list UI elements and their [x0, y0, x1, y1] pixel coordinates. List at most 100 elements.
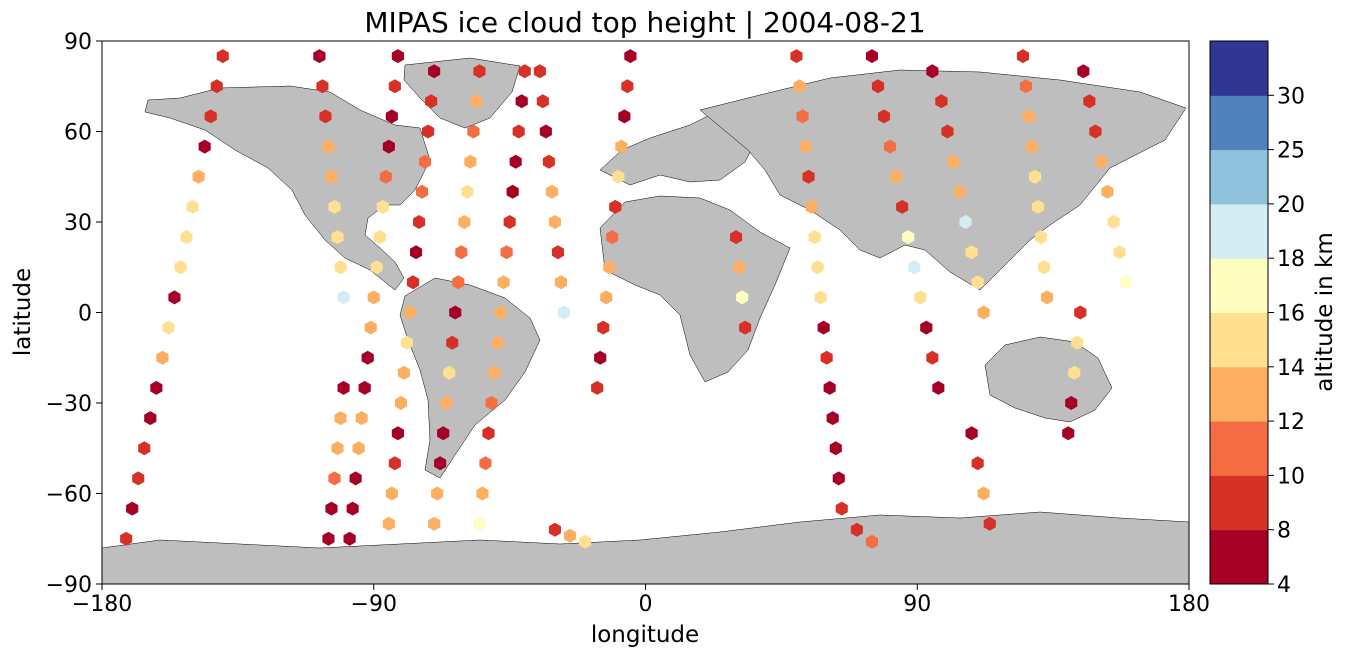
- colorbar-tick-label: 20: [1277, 193, 1305, 218]
- cloud-point-14-7: [1038, 260, 1051, 275]
- cloud-point-6-12: [482, 426, 495, 441]
- cloud-point-4-8: [403, 305, 416, 320]
- cloud-point-3-1: [388, 79, 401, 94]
- cloud-point-11-13: [829, 441, 842, 456]
- cloud-point-14-8: [1041, 290, 1054, 305]
- cloud-point-0-4: [192, 169, 205, 184]
- cloud-point-11-7: [811, 260, 824, 275]
- cloud-point-15-2: [977, 486, 990, 501]
- cloud-point-6-9: [491, 335, 504, 350]
- colorbar-segment: [1210, 41, 1268, 96]
- cloud-point-8-10: [594, 350, 607, 365]
- cloud-point-0-15: [126, 501, 139, 516]
- cloud-point-3-0: [391, 49, 404, 64]
- cloud-point-5-13: [434, 456, 447, 471]
- cloud-point-14-2: [1022, 109, 1035, 124]
- cloud-point-11-14: [832, 471, 845, 486]
- cloud-point-0-13: [138, 441, 151, 456]
- cloud-point-13-6: [965, 245, 978, 260]
- cloud-point-2-0: [337, 380, 350, 395]
- cloud-point-1-7: [334, 260, 347, 275]
- colorbar-segment: [1210, 95, 1268, 151]
- cloud-point-16-4: [1101, 184, 1114, 199]
- colorbar-segment: [1210, 366, 1268, 422]
- cloud-point-16-2: [1089, 124, 1102, 139]
- y-axis-label: latitude: [10, 268, 36, 356]
- cloud-point-7-4: [545, 184, 558, 199]
- cloud-point-6-15: [473, 516, 486, 531]
- cloud-point-2-4: [325, 501, 338, 516]
- cloud-point-0-7: [174, 260, 187, 275]
- australia: [984, 336, 1113, 423]
- cloud-point-4-14: [385, 486, 398, 501]
- cloud-point-5-7: [452, 275, 465, 290]
- cloud-point-6-7: [497, 275, 510, 290]
- cloud-point-4-11: [394, 396, 407, 410]
- cloud-point-6-4: [506, 184, 519, 199]
- cloud-point-17-2: [1068, 365, 1081, 380]
- cloud-point-12-10: [926, 350, 939, 365]
- cloud-point-2-3: [328, 471, 341, 486]
- colorbar-tick-label: 18: [1277, 247, 1305, 272]
- cloud-point-15-3: [983, 516, 996, 531]
- north-america: [144, 85, 431, 291]
- colorbar: 4 8 10 12 14 16 18 20 25 30: [1209, 40, 1305, 598]
- cloud-point-6-11: [485, 396, 498, 410]
- y-tick-label: −30: [46, 392, 92, 417]
- cloud-point-10-1: [733, 260, 746, 275]
- cloud-point-12-8: [914, 290, 927, 305]
- cloud-point-6-3: [509, 154, 522, 169]
- cloud-point-13-5: [959, 215, 972, 229]
- colorbar-tick-label: 10: [1277, 464, 1305, 489]
- cloud-point-0-12: [144, 411, 157, 426]
- cloud-point-10-3: [739, 320, 752, 335]
- cloud-point-3-5: [376, 199, 389, 214]
- cloud-point-13-4: [953, 184, 966, 199]
- cloud-point-7-3: [542, 154, 555, 169]
- y-tick-label: 90: [64, 30, 92, 55]
- cloud-point-3-7: [370, 260, 383, 275]
- cloud-point-4-6: [410, 245, 423, 260]
- cloud-point-12-9: [920, 320, 933, 335]
- cloud-point-5-11: [440, 396, 453, 410]
- cloud-point-6-13: [479, 456, 492, 471]
- cloud-point-7-5: [548, 215, 561, 229]
- colorbar-segment: [1210, 312, 1268, 368]
- cloud-point-3-10: [361, 350, 374, 365]
- cloud-point-3-2: [385, 109, 398, 124]
- cloud-point-17-0: [1062, 426, 1075, 441]
- cloud-point-11-2: [796, 109, 809, 124]
- cloud-point-1-4: [325, 169, 338, 184]
- colorbar-tick-label: 25: [1277, 139, 1305, 164]
- south-america: [399, 277, 541, 479]
- colorbar-tick-label: 30: [1277, 84, 1305, 109]
- cloud-point-10-0: [730, 230, 743, 245]
- cloud-point-4-1: [425, 94, 438, 109]
- cloud-point-7-2: [539, 124, 552, 139]
- cloud-point-10-2: [736, 290, 749, 305]
- cloud-point-6-14: [476, 486, 489, 501]
- x-tick-label: 90: [903, 592, 931, 617]
- cloud-point-5-12: [437, 426, 450, 441]
- cloud-point-15-1: [971, 456, 984, 471]
- cloud-point-0-5: [186, 199, 199, 214]
- colorbar-tick-label: 14: [1277, 356, 1305, 381]
- asia: [699, 69, 1187, 291]
- cloud-point-0-9: [162, 320, 175, 335]
- cloud-point-1-8: [337, 290, 350, 305]
- cloud-point-5-1: [470, 94, 483, 109]
- cloud-point-4-0: [428, 64, 441, 79]
- cloud-point-4-13: [388, 456, 401, 471]
- cloud-point-16-0: [1077, 64, 1090, 79]
- cloud-point-3-8: [367, 290, 380, 305]
- cloud-point-4-5: [413, 215, 426, 229]
- cloud-point-15-0: [965, 426, 978, 441]
- cloud-point-1-6: [331, 230, 344, 245]
- cloud-point-5-0: [473, 64, 486, 79]
- cloud-point-3-6: [373, 230, 386, 245]
- cloud-point-12-5: [896, 199, 909, 214]
- cloud-point-16-5: [1107, 215, 1120, 229]
- cloud-point-17-1: [1065, 396, 1078, 410]
- cloud-point-5-9: [446, 335, 459, 350]
- y-tick-label: 30: [64, 211, 92, 236]
